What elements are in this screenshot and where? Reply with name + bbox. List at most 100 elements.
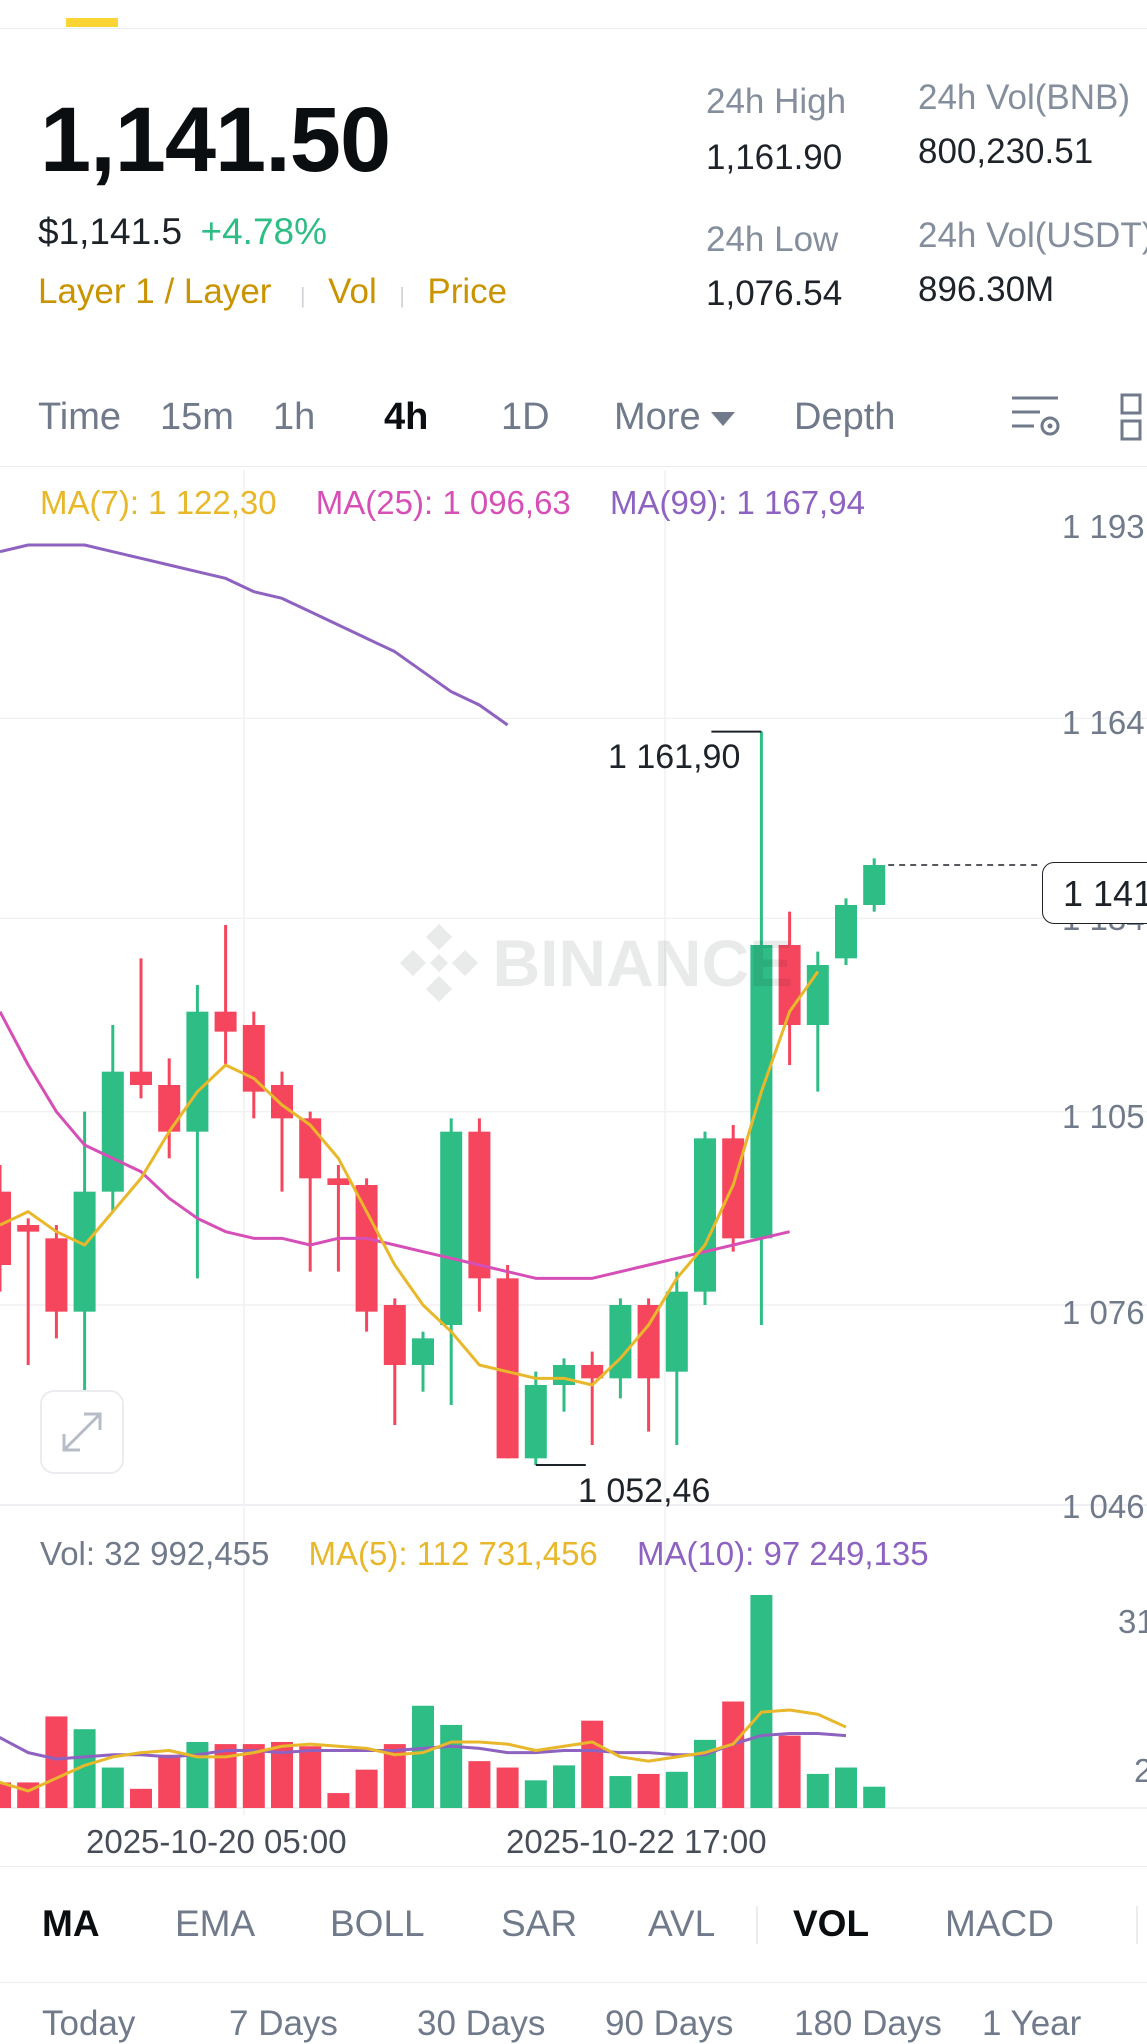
tag-row: Layer 1 / Layer | Vol | Price — [38, 272, 507, 312]
interval-1d[interactable]: 1D — [501, 396, 550, 438]
candle-body — [45, 1238, 68, 1312]
vol-axis-label: 31 — [1118, 1603, 1147, 1640]
time-axis-label: 2025-10-22 17:00 — [506, 1823, 767, 1860]
indicator-tab-ma[interactable]: MA — [42, 1903, 100, 1944]
range-tab-7d[interactable]: 7 Days — [229, 2004, 338, 2043]
candle-body — [242, 1025, 265, 1092]
range-tab-90d[interactable]: 90 Days — [605, 2004, 734, 2043]
volume-bars — [0, 1595, 886, 1808]
vol-value: Vol: 32 992,455 — [40, 1535, 270, 1572]
volume-bar — [440, 1724, 463, 1808]
last-price: 1,141.50 — [40, 89, 391, 191]
depth-tab[interactable]: Depth — [794, 396, 896, 438]
ma25-polyline — [0, 1010, 790, 1280]
vol-rank-tag[interactable]: Vol — [328, 272, 377, 311]
ma-lines — [0, 730, 1042, 1466]
range-tab-1y[interactable]: 1 Year — [982, 2004, 1082, 2043]
low-value: 1,076.54 — [706, 274, 843, 313]
vol-ma10-value: MA(10): 97 249,135 — [636, 1535, 929, 1572]
high-value: 1,161.90 — [706, 138, 843, 177]
layout-grid-icon[interactable] — [1118, 392, 1147, 442]
volume-legend: Vol: 32 992,455 MA(5): 112 731,456 MA(10… — [40, 1535, 929, 1573]
indicator-divider — [0, 1866, 1147, 1867]
volume-bar — [299, 1746, 322, 1808]
chart-settings-icon[interactable] — [1010, 392, 1060, 442]
volume-bar — [214, 1744, 237, 1808]
ma99-polyline — [0, 543, 509, 727]
volume-bar — [806, 1773, 829, 1808]
candle-body — [637, 1305, 660, 1379]
interval-4h[interactable]: 4h — [384, 396, 429, 438]
indicator-tab-boll[interactable]: BOLL — [330, 1903, 425, 1944]
vol-quote-label: 24h Vol(USDT) — [918, 216, 1147, 255]
candles — [0, 731, 886, 1465]
volume-bar — [186, 1741, 209, 1808]
range-divider — [0, 1982, 1147, 1983]
volume-bar — [468, 1761, 491, 1808]
volume-bar — [524, 1780, 547, 1808]
range-tab-180d[interactable]: 180 Days — [794, 2004, 942, 2043]
current-price-tag: 1 141 — [1042, 862, 1147, 924]
low-annotation: 1 052,46 — [578, 1472, 711, 1510]
candle-body — [863, 865, 886, 905]
candle-body — [581, 1365, 604, 1379]
tag-separator: | — [399, 283, 405, 308]
candle-body — [383, 1305, 406, 1365]
indicator-tab-sar[interactable]: SAR — [501, 1903, 578, 1944]
volume-bar — [412, 1705, 434, 1808]
range-tab-today[interactable]: Today — [42, 2004, 136, 2043]
volume-bar — [835, 1767, 857, 1808]
volume-bar — [242, 1744, 265, 1808]
price-axis-label: 1 164 — [1062, 704, 1145, 741]
time-axis-label: 2025-10-20 05:00 — [86, 1823, 347, 1860]
indicator-tab-vol[interactable]: VOL — [793, 1903, 870, 1944]
candle-body — [158, 1085, 181, 1132]
candle-body — [73, 1191, 96, 1312]
indicator-tab-ema[interactable]: EMA — [175, 1903, 256, 1944]
candle-body — [130, 1071, 152, 1085]
candle-body — [412, 1338, 434, 1365]
low-label: 24h Low — [706, 220, 839, 259]
high-label: 24h High — [706, 82, 847, 121]
toolbar-divider — [0, 466, 1147, 467]
candle-body — [694, 1138, 716, 1292]
vol-axis-label: 2 — [1134, 1752, 1147, 1789]
candlestick-chart[interactable] — [0, 470, 1147, 1865]
candle-body — [17, 1225, 40, 1232]
interval-more[interactable]: More — [614, 396, 735, 439]
volume-bar — [778, 1735, 801, 1808]
price-axis-label: 1 046 — [1062, 1488, 1145, 1525]
ma7-polyline — [0, 970, 820, 1387]
volume-bar — [73, 1729, 96, 1808]
candle-body — [355, 1185, 378, 1312]
vol-quote-value: 896.30M — [918, 270, 1055, 309]
active-tab-indicator — [66, 18, 118, 27]
candle-body — [524, 1385, 547, 1459]
volume-bar — [0, 1782, 11, 1808]
candle-body — [835, 905, 857, 959]
category-tag[interactable]: Layer 1 / Layer — [38, 272, 272, 311]
expand-icon — [62, 1412, 102, 1452]
watermark-text: BINANCE — [492, 926, 794, 1000]
indicator-tab-avl[interactable]: AVL — [648, 1903, 716, 1944]
candle-body — [101, 1071, 124, 1192]
top-tab-bar — [0, 0, 1147, 29]
candle-body — [468, 1131, 491, 1279]
fullscreen-button[interactable] — [40, 1390, 124, 1474]
price-rank-tag[interactable]: Price — [427, 272, 508, 311]
interval-15m[interactable]: 15m — [160, 396, 234, 438]
volume-bar — [581, 1720, 604, 1808]
candle-body — [440, 1131, 463, 1325]
interval-1h[interactable]: 1h — [273, 396, 316, 438]
price-axis-label: 1 076 — [1062, 1294, 1145, 1331]
candle-body — [271, 1085, 293, 1119]
vol-base-value: 800,230.51 — [918, 132, 1094, 171]
vol-ma5-value: MA(5): 112 731,456 — [308, 1535, 598, 1572]
indicator-tab-macd[interactable]: MACD — [945, 1903, 1054, 1944]
candle-body — [496, 1278, 519, 1459]
indicator-separator — [1136, 1906, 1138, 1944]
usd-price: $1,141.5 — [38, 211, 183, 252]
range-tab-30d[interactable]: 30 Days — [417, 2004, 546, 2043]
ma99-value: MA(99): 1 167,94 — [609, 484, 865, 521]
interval-time[interactable]: Time — [38, 396, 122, 438]
